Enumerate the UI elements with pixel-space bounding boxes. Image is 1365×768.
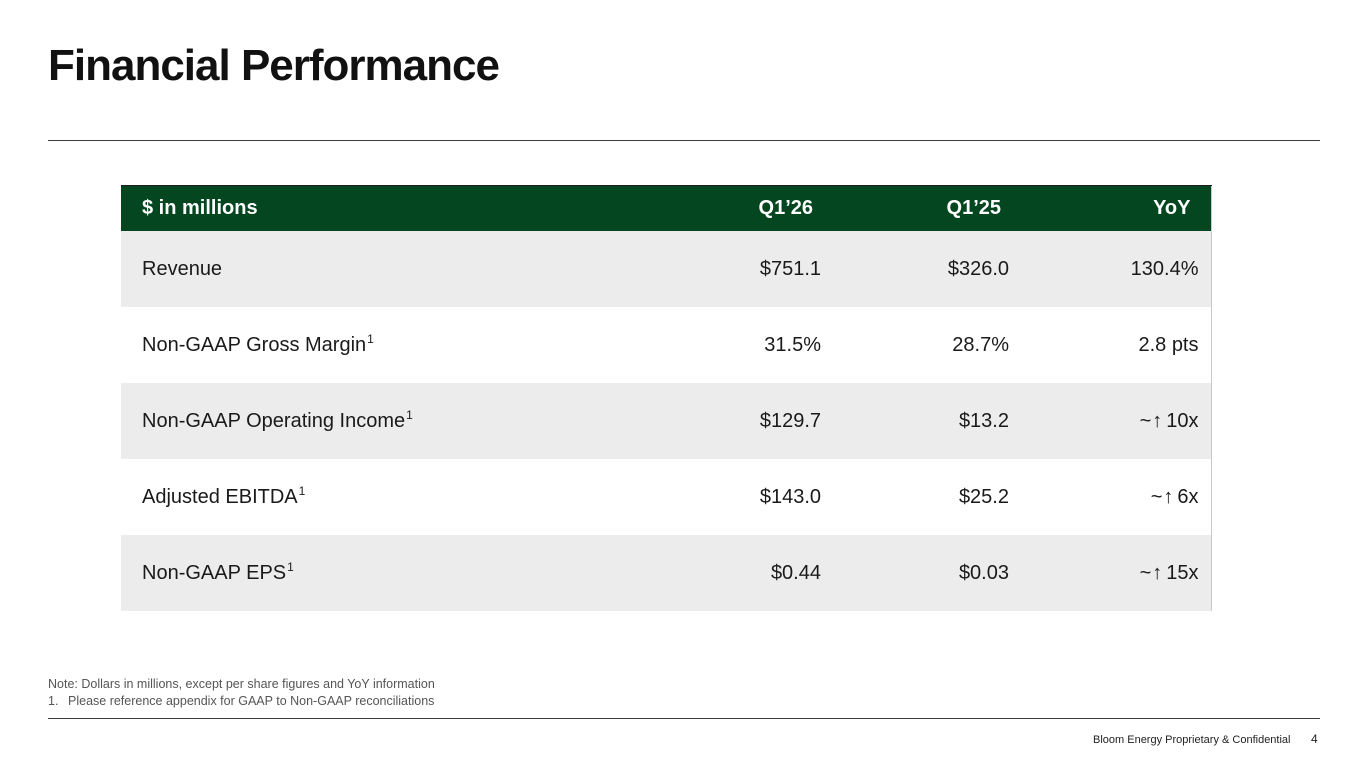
confidentiality-footer: Bloom Energy Proprietary & Confidential: [1093, 734, 1291, 746]
financial-performance-table: $ in millions Q1’26 Q1’25 YoY Revenue $7…: [121, 185, 1212, 611]
header-units: $ in millions: [121, 185, 641, 231]
title-divider: [48, 140, 1320, 141]
cell-q125: 28.7%: [821, 307, 1009, 383]
footnote-marker: 1: [406, 407, 413, 422]
cell-q125: $13.2: [821, 383, 1009, 459]
cell-yoy: ~↑ 15x: [1009, 535, 1211, 611]
cell-q125: $326.0: [821, 231, 1009, 307]
cell-q126: $0.44: [641, 535, 821, 611]
page-number: 4: [1311, 732, 1318, 746]
arrow-up-icon: ↑: [1163, 485, 1174, 508]
arrow-up-icon: ↑: [1152, 409, 1163, 432]
note-text: Note: Dollars in millions, except per sh…: [48, 677, 435, 691]
cell-q126: $129.7: [641, 383, 821, 459]
table-row-gross-margin: Non-GAAP Gross Margin1 31.5% 28.7% 2.8 p…: [121, 307, 1211, 383]
header-yoy: YoY: [1009, 185, 1211, 231]
row-label: Non-GAAP Operating Income1: [121, 383, 641, 459]
footnote-marker: 1: [367, 331, 374, 346]
notes-block: Note: Dollars in millions, except per sh…: [48, 676, 435, 710]
header-q126: Q1’26: [641, 185, 821, 231]
slide-title: Financial Performance: [48, 41, 500, 90]
cell-yoy: 130.4%: [1009, 231, 1211, 307]
row-label: Revenue: [121, 231, 641, 307]
cell-q125: $25.2: [821, 459, 1009, 535]
cell-q126: $751.1: [641, 231, 821, 307]
table-row-ebitda: Adjusted EBITDA1 $143.0 $25.2 ~↑ 6x: [121, 459, 1211, 535]
cell-yoy: ~↑ 6x: [1009, 459, 1211, 535]
row-label: Non-GAAP EPS1: [121, 535, 641, 611]
footer-divider: [48, 718, 1320, 719]
table-row-eps: Non-GAAP EPS1 $0.44 $0.03 ~↑ 15x: [121, 535, 1211, 611]
footnote-marker: 1: [287, 559, 294, 574]
footnote-text: 1. Please reference appendix for GAAP to …: [48, 694, 435, 708]
header-q125: Q1’25: [821, 185, 1009, 231]
footnote-marker: 1: [298, 483, 306, 498]
cell-q126: 31.5%: [641, 307, 821, 383]
table-header-row: $ in millions Q1’26 Q1’25 YoY: [121, 185, 1211, 231]
cell-q126: $143.0: [641, 459, 821, 535]
row-label: Adjusted EBITDA1: [121, 459, 641, 535]
arrow-up-icon: ↑: [1152, 561, 1163, 584]
table-row-operating-income: Non-GAAP Operating Income1 $129.7 $13.2 …: [121, 383, 1211, 459]
table-row-revenue: Revenue $751.1 $326.0 130.4%: [121, 231, 1211, 307]
row-label: Non-GAAP Gross Margin1: [121, 307, 641, 383]
cell-q125: $0.03: [821, 535, 1009, 611]
cell-yoy: ~↑ 10x: [1009, 383, 1211, 459]
cell-yoy: 2.8 pts: [1009, 307, 1211, 383]
